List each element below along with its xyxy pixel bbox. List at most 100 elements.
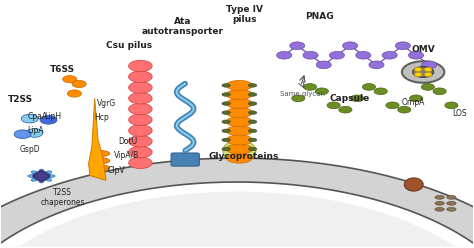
- Circle shape: [422, 61, 437, 69]
- Ellipse shape: [223, 140, 256, 162]
- Ellipse shape: [128, 93, 152, 104]
- Circle shape: [339, 106, 352, 113]
- Circle shape: [303, 84, 317, 90]
- Circle shape: [445, 102, 458, 109]
- Ellipse shape: [248, 84, 257, 87]
- Ellipse shape: [128, 103, 152, 115]
- Ellipse shape: [128, 157, 152, 169]
- Ellipse shape: [31, 171, 40, 175]
- Text: VipA/B: VipA/B: [114, 151, 139, 160]
- Polygon shape: [89, 98, 106, 180]
- Circle shape: [327, 102, 340, 109]
- Ellipse shape: [424, 67, 432, 71]
- Ellipse shape: [222, 84, 230, 87]
- Ellipse shape: [31, 177, 40, 181]
- Ellipse shape: [91, 151, 110, 156]
- Circle shape: [33, 172, 50, 180]
- Text: VgrG: VgrG: [97, 99, 116, 108]
- Ellipse shape: [248, 93, 257, 96]
- Circle shape: [362, 84, 375, 90]
- Circle shape: [67, 90, 82, 97]
- Circle shape: [382, 51, 397, 59]
- Circle shape: [351, 95, 364, 102]
- Ellipse shape: [414, 67, 422, 71]
- Polygon shape: [0, 158, 474, 248]
- Text: PNAG: PNAG: [305, 12, 334, 21]
- Circle shape: [315, 88, 328, 95]
- Text: DotU: DotU: [118, 137, 137, 146]
- Circle shape: [26, 129, 43, 137]
- Circle shape: [316, 61, 331, 69]
- Ellipse shape: [45, 175, 55, 178]
- Ellipse shape: [227, 90, 252, 99]
- Circle shape: [398, 106, 411, 113]
- Text: T2SS: T2SS: [8, 95, 33, 104]
- Ellipse shape: [227, 117, 252, 127]
- Circle shape: [277, 51, 292, 59]
- Circle shape: [63, 76, 77, 83]
- Circle shape: [409, 51, 424, 59]
- Ellipse shape: [128, 125, 152, 136]
- Ellipse shape: [248, 138, 257, 142]
- Circle shape: [402, 61, 444, 83]
- Text: OmpA: OmpA: [402, 98, 425, 107]
- Ellipse shape: [128, 82, 152, 93]
- Circle shape: [343, 42, 357, 50]
- Circle shape: [410, 95, 423, 102]
- Ellipse shape: [227, 80, 252, 91]
- Ellipse shape: [222, 147, 230, 151]
- Ellipse shape: [248, 111, 257, 115]
- Ellipse shape: [222, 93, 230, 96]
- Circle shape: [290, 42, 305, 50]
- Ellipse shape: [435, 195, 444, 199]
- Circle shape: [413, 67, 434, 77]
- Text: Ata
autotransporter: Ata autotransporter: [142, 17, 224, 36]
- Ellipse shape: [222, 138, 230, 142]
- Text: CpaA: CpaA: [27, 112, 47, 121]
- Ellipse shape: [43, 177, 52, 181]
- Circle shape: [329, 51, 345, 59]
- Ellipse shape: [435, 201, 444, 205]
- Ellipse shape: [38, 178, 44, 183]
- Ellipse shape: [248, 147, 257, 151]
- Text: LOS: LOS: [452, 109, 467, 118]
- Text: OMV: OMV: [411, 45, 435, 54]
- Ellipse shape: [222, 102, 230, 105]
- Circle shape: [21, 114, 38, 123]
- Ellipse shape: [227, 135, 252, 145]
- Circle shape: [72, 80, 86, 88]
- Circle shape: [421, 84, 435, 90]
- Ellipse shape: [222, 111, 230, 115]
- Ellipse shape: [447, 201, 456, 205]
- Text: Glycoproteins: Glycoproteins: [209, 152, 279, 161]
- Ellipse shape: [447, 207, 456, 211]
- Circle shape: [356, 51, 371, 59]
- Circle shape: [433, 88, 446, 95]
- Ellipse shape: [447, 195, 456, 199]
- Circle shape: [395, 42, 410, 50]
- Text: LipH: LipH: [45, 112, 62, 121]
- Ellipse shape: [227, 108, 252, 118]
- Ellipse shape: [227, 98, 252, 109]
- Ellipse shape: [128, 71, 152, 83]
- Text: Same glycan: Same glycan: [280, 91, 325, 96]
- Ellipse shape: [404, 178, 423, 191]
- Ellipse shape: [91, 158, 110, 164]
- Ellipse shape: [424, 73, 432, 76]
- Text: Capsule: Capsule: [329, 94, 369, 103]
- Text: T2SS
chaperones: T2SS chaperones: [40, 188, 85, 207]
- Ellipse shape: [38, 169, 44, 174]
- Ellipse shape: [128, 114, 152, 125]
- Ellipse shape: [248, 120, 257, 124]
- Polygon shape: [33, 170, 50, 182]
- Ellipse shape: [222, 129, 230, 133]
- Circle shape: [292, 95, 305, 102]
- Ellipse shape: [28, 175, 38, 178]
- Circle shape: [303, 51, 318, 59]
- Ellipse shape: [227, 126, 252, 136]
- FancyBboxPatch shape: [171, 153, 199, 166]
- Text: T6SS: T6SS: [50, 65, 75, 74]
- Text: GspD: GspD: [19, 145, 40, 154]
- Circle shape: [14, 130, 31, 138]
- Ellipse shape: [248, 129, 257, 133]
